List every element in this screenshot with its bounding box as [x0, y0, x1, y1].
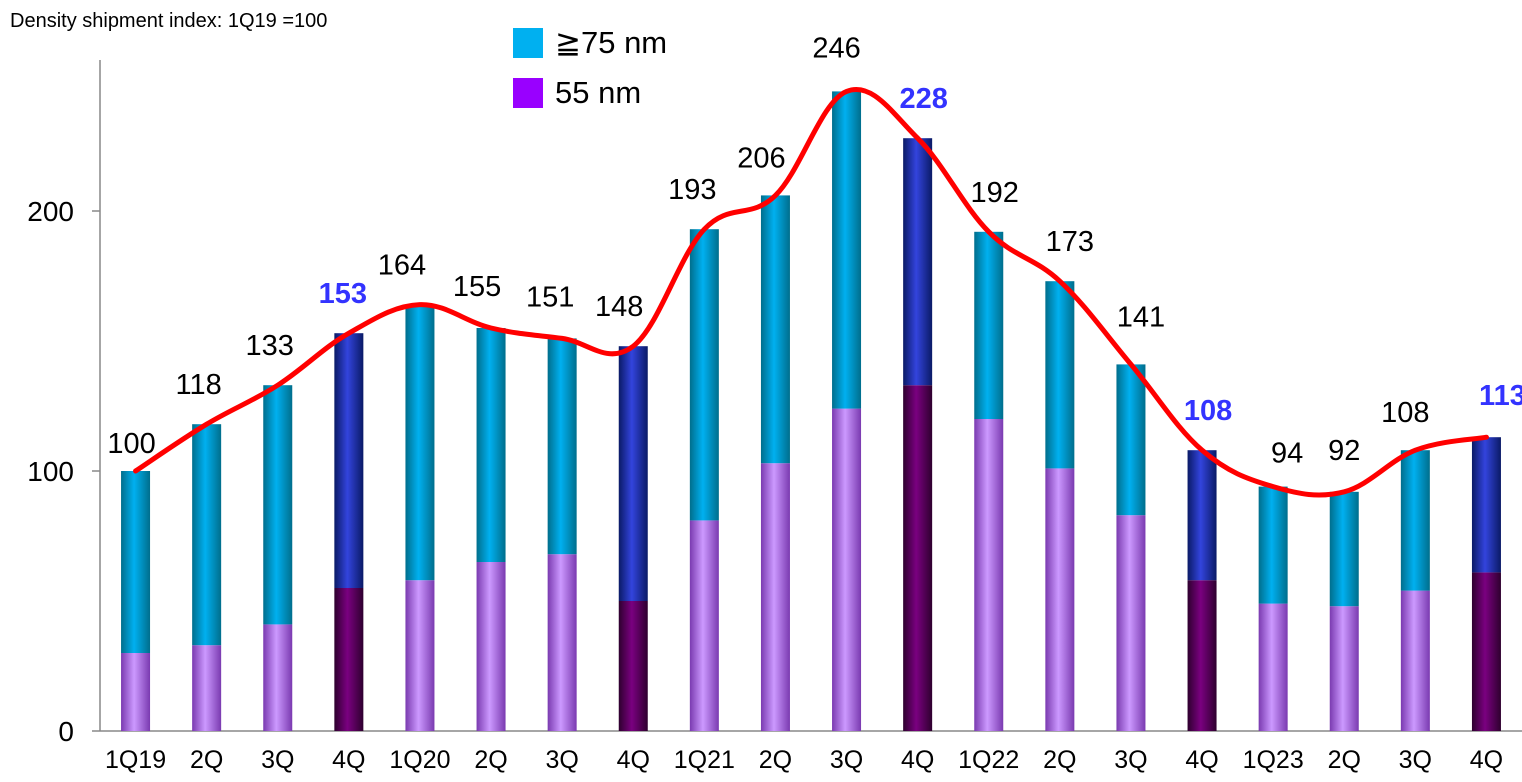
bar-55nm	[192, 645, 222, 731]
bar-55nm	[1116, 515, 1146, 731]
data-label: 155	[453, 271, 501, 303]
bar-75nm	[334, 333, 364, 588]
legend-item-55nm: 55 nm	[513, 68, 667, 118]
data-label: 133	[246, 330, 294, 362]
chart-subtitle: Density shipment index: 1Q19 =100	[10, 10, 328, 32]
x-tick-label: 1Q22	[958, 746, 1019, 774]
data-label: 141	[1117, 301, 1165, 333]
bar-55nm	[263, 624, 293, 731]
x-tick-label: 4Q	[1185, 746, 1218, 774]
bar-75nm	[1329, 491, 1359, 607]
x-tick-label: 2Q	[759, 746, 792, 774]
bar-75nm	[121, 471, 151, 653]
data-label: 113	[1479, 380, 1522, 412]
bar-75nm	[1187, 450, 1217, 581]
x-tick-label: 3Q	[830, 746, 863, 774]
bar-75nm	[1116, 364, 1146, 516]
data-label: 94	[1271, 438, 1303, 470]
data-label: 118	[176, 369, 222, 401]
x-tick-label: 4Q	[901, 746, 934, 774]
data-label: 148	[595, 291, 643, 323]
bar-55nm	[405, 580, 435, 731]
bar-55nm	[334, 588, 364, 731]
chart-legend: ≧75 nm 55 nm	[513, 18, 667, 118]
data-label: 246	[812, 32, 860, 64]
y-tick-label: 100	[27, 456, 74, 487]
data-label: 206	[737, 142, 785, 174]
bar-75nm	[1471, 437, 1501, 573]
x-tick-label: 2Q	[1043, 746, 1076, 774]
bar-55nm	[1471, 572, 1501, 731]
data-label: 108	[1184, 395, 1232, 427]
bar-55nm	[760, 463, 790, 731]
x-tick-label: 2Q	[1328, 746, 1361, 774]
x-tick-label: 3Q	[261, 746, 294, 774]
y-tick-label: 200	[27, 196, 74, 227]
bar-55nm	[547, 554, 577, 731]
legend-swatch-75nm	[513, 28, 543, 58]
bar-75nm	[689, 229, 719, 521]
bar-75nm	[1258, 486, 1288, 604]
x-tick-label: 2Q	[190, 746, 223, 774]
bar-75nm	[547, 338, 577, 555]
data-label: 173	[1046, 226, 1094, 258]
x-tick-label: 4Q	[1470, 746, 1503, 774]
bar-75nm	[618, 346, 648, 601]
bar-55nm	[1329, 606, 1359, 731]
data-label: 192	[971, 177, 1019, 209]
bar-55nm	[832, 408, 862, 731]
bar-55nm	[1187, 580, 1217, 731]
x-tick-label: 1Q19	[105, 746, 166, 774]
legend-label-75nm: ≧75 nm	[555, 25, 668, 60]
bar-75nm	[1045, 281, 1075, 469]
bar-55nm	[618, 601, 648, 731]
bar-75nm	[832, 91, 862, 409]
data-label: 108	[1381, 397, 1429, 429]
legend-label-55nm: 55 nm	[555, 75, 642, 110]
x-tick-label: 1Q21	[674, 746, 735, 774]
x-tick-label: 1Q20	[389, 746, 450, 774]
bar-75nm	[192, 424, 222, 646]
legend-swatch-55nm	[513, 78, 543, 108]
bar-75nm	[476, 328, 506, 562]
x-tick-label: 3Q	[1399, 746, 1432, 774]
trend-line	[133, 87, 1489, 498]
bar-55nm	[476, 562, 506, 731]
data-label: 151	[526, 281, 574, 313]
x-tick-label: 3Q	[545, 746, 578, 774]
data-label: 92	[1328, 435, 1360, 467]
x-tick-label: 4Q	[332, 746, 365, 774]
x-tick-label: 1Q23	[1243, 746, 1304, 774]
x-tick-label: 4Q	[617, 746, 650, 774]
data-label: 228	[899, 83, 947, 115]
bar-55nm	[974, 419, 1004, 731]
bar-55nm	[1258, 603, 1288, 731]
bar-75nm	[903, 138, 933, 386]
data-label: 193	[668, 174, 716, 206]
bar-75nm	[263, 385, 293, 625]
bar-55nm	[1045, 468, 1075, 731]
data-label: 153	[319, 278, 367, 310]
bar-75nm	[760, 195, 790, 464]
data-label: 100	[107, 428, 155, 460]
bar-75nm	[1400, 450, 1430, 591]
bar-55nm	[903, 385, 933, 731]
bar-55nm	[121, 653, 151, 731]
bar-55nm	[1400, 590, 1430, 731]
data-label: 164	[378, 250, 426, 282]
x-tick-label: 3Q	[1114, 746, 1147, 774]
bar-75nm	[405, 304, 435, 581]
x-tick-label: 2Q	[474, 746, 507, 774]
legend-item-75nm: ≧75 nm	[513, 18, 667, 68]
bar-75nm	[974, 231, 1004, 419]
y-tick-label: 0	[58, 716, 74, 747]
bar-55nm	[689, 520, 719, 731]
